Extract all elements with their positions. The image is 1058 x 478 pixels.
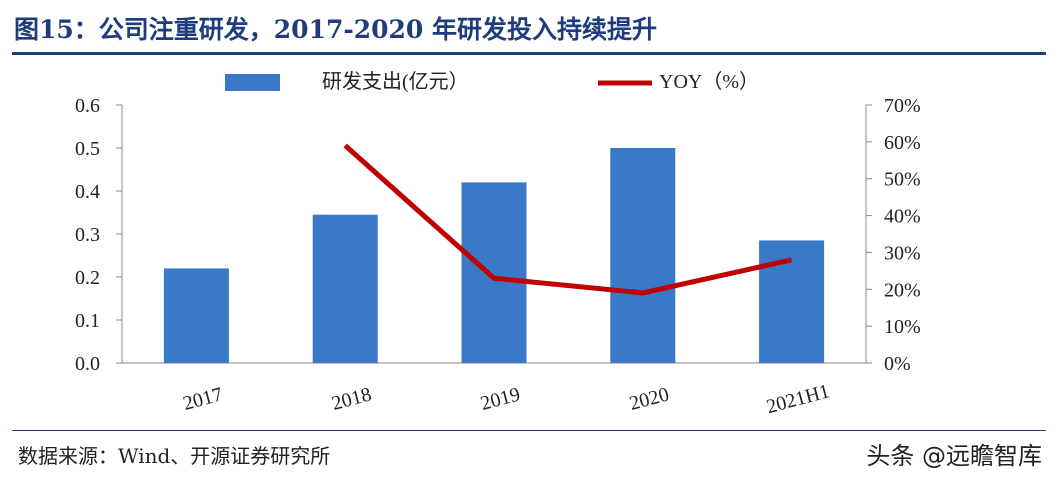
left-tick-label: 0.2: [75, 267, 100, 289]
right-axis-ticks: 0% 10% 20% 30% 40% 50% 60% 70%: [866, 95, 921, 375]
right-tick-label: 30%: [884, 242, 921, 264]
legend: 研发支出(亿元） YOY（%）: [225, 70, 759, 93]
bar: [759, 240, 825, 363]
legend-bar-swatch: [225, 74, 280, 91]
x-tick-label: 2020: [627, 383, 671, 415]
legend-line-label: YOY（%）: [659, 70, 759, 93]
watermark: 头条 @远瞻智库: [866, 442, 1042, 470]
bar: [163, 268, 229, 363]
left-tick-label: 0.6: [75, 95, 100, 117]
footer-rule: [12, 430, 1046, 431]
left-axis-ticks: 0.0 0.1 0.2 0.3 0.4 0.5 0.6: [75, 95, 122, 375]
left-tick-label: 0.4: [75, 181, 100, 203]
right-tick-label: 20%: [884, 279, 921, 301]
right-tick-label: 10%: [884, 316, 921, 338]
x-tick-label: 2018: [329, 383, 373, 415]
left-tick-label: 0.5: [75, 138, 100, 160]
right-tick-label: 70%: [884, 95, 921, 117]
x-tick-label: 2017: [181, 383, 225, 415]
x-tick-label: 2021H1: [764, 380, 832, 418]
bar: [610, 148, 676, 363]
bar: [461, 182, 527, 363]
yoy-line-series: [343, 143, 793, 296]
yoy-line: [343, 143, 793, 296]
legend-bar-label: 研发支出(亿元）: [322, 70, 469, 93]
x-tick-label: 2019: [478, 383, 522, 415]
bar-series: [163, 148, 825, 363]
right-tick-label: 0%: [884, 353, 911, 375]
chart-title: 图15：公司注重研发，2017-2020 年研发投入持续提升: [14, 15, 658, 44]
x-axis-ticks: 2017 2018 2019 2020 2021H1: [181, 380, 832, 418]
right-tick-label: 40%: [884, 206, 921, 228]
bar: [312, 214, 378, 363]
right-tick-label: 60%: [884, 132, 921, 154]
left-tick-label: 0.3: [75, 224, 100, 246]
source-note: 数据来源：Wind、开源证券研究所: [18, 444, 331, 468]
chart: 0.0 0.1 0.2 0.3 0.4 0.5 0.6 0% 10% 20% 30% 40% 50% 6…: [75, 70, 921, 418]
left-tick-label: 0.0: [75, 353, 100, 375]
left-tick-label: 0.1: [75, 310, 100, 332]
title-rule: [12, 52, 1046, 55]
right-tick-label: 50%: [884, 169, 921, 191]
